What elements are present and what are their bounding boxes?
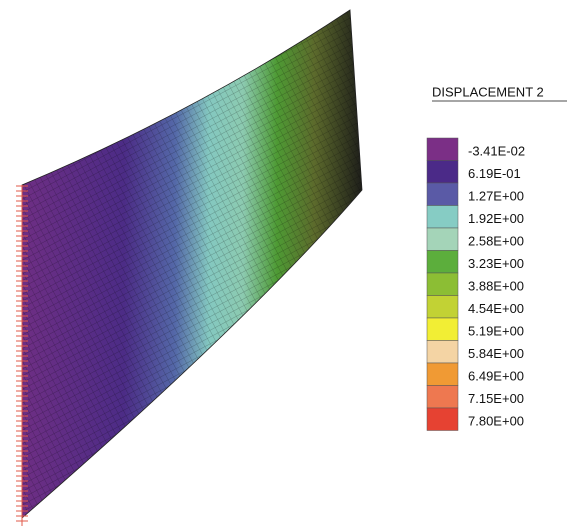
legend-label: 2.58E+00: [468, 234, 524, 249]
legend-title: DISPLACEMENT 2: [432, 84, 544, 99]
legend: -3.41E-02 6.19E-01 1.27E+00 1.92E+00 2.58E+0…: [427, 138, 525, 431]
legend-label: 5.84E+00: [468, 346, 524, 361]
legend-label: -3.41E-02: [468, 144, 525, 159]
legend-label: 7.80E+00: [468, 414, 524, 429]
legend-swatch: [427, 138, 458, 161]
legend-swatch: [427, 363, 458, 386]
legend-swatch: [427, 273, 458, 296]
legend-swatch: [427, 296, 458, 319]
legend-label: 3.23E+00: [468, 256, 524, 271]
legend-label: 1.27E+00: [468, 189, 524, 204]
legend-label: 1.92E+00: [468, 211, 524, 226]
legend-swatch: [427, 341, 458, 364]
legend-label: 4.54E+00: [468, 301, 524, 316]
viewport: DISPLACEMENT 2 -3.41E-02 6.19E-01 1.27E+00…: [0, 0, 573, 530]
legend-label: 5.19E+00: [468, 324, 524, 339]
legend-swatch: [427, 386, 458, 409]
plot: DISPLACEMENT 2 -3.41E-02 6.19E-01 1.27E+00…: [0, 0, 573, 530]
legend-swatch: [427, 408, 458, 431]
legend-label: 3.88E+00: [468, 279, 524, 294]
legend-swatch: [427, 251, 458, 274]
legend-label: 6.49E+00: [468, 369, 524, 384]
mesh: [0, 0, 380, 530]
legend-swatch: [427, 206, 458, 229]
legend-label: 7.15E+00: [468, 391, 524, 406]
legend-swatch: [427, 228, 458, 251]
legend-swatch: [427, 161, 458, 184]
legend-swatch: [427, 318, 458, 341]
legend-swatch: [427, 183, 458, 206]
legend-label: 6.19E-01: [468, 166, 521, 181]
